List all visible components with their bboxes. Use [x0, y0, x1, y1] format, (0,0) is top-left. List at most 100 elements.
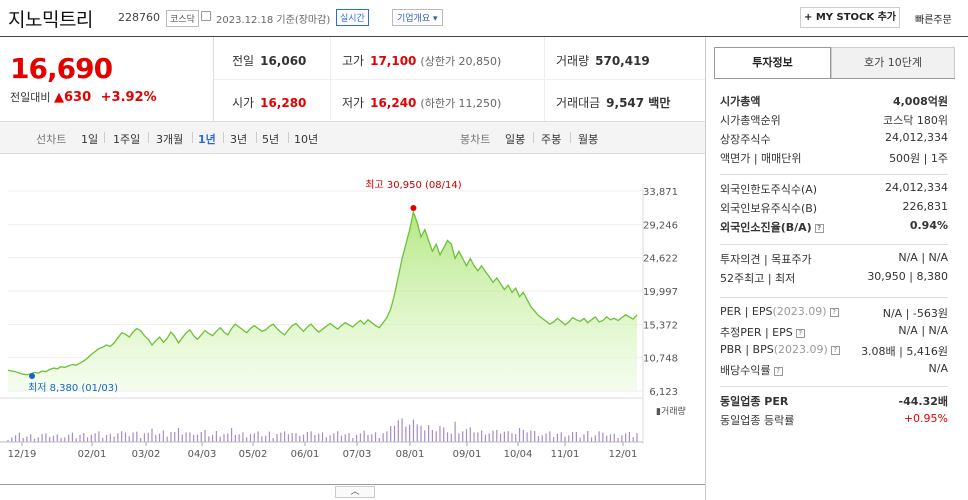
period-1d[interactable]: 1일	[81, 133, 99, 146]
volume-bar	[143, 433, 146, 442]
period-3y[interactable]: 3년	[230, 133, 248, 146]
price-chart-svg: 33,871 29,246 24,622 19,997 15,372 10,748 6,12…	[0, 179, 686, 460]
stock-header: 지노믹트리 228760 코스닥 2023.12.18 기준(장마감) 실시간 …	[0, 0, 968, 36]
tab-order-book[interactable]: 호가 10단계	[831, 47, 955, 79]
x-tick-label: 08/01	[396, 449, 425, 460]
candle-monthly[interactable]: 월봉	[578, 133, 599, 146]
divider	[720, 174, 948, 175]
volume-bar	[177, 428, 180, 442]
company-info-dropdown[interactable]: 기업개요 ▾	[392, 9, 443, 26]
volume-bar	[492, 430, 494, 442]
volume-bar	[314, 435, 316, 442]
volume-bar	[541, 435, 543, 442]
volume-bar	[431, 430, 433, 442]
volume-bar	[325, 437, 327, 442]
collapse-button[interactable]: ︿	[335, 486, 375, 498]
volume-bar	[462, 431, 464, 442]
info-value: 코스닥 180위	[883, 114, 948, 127]
volume-bar	[409, 424, 411, 442]
realtime-button[interactable]: 실시간	[336, 9, 369, 26]
volume-bar	[204, 430, 206, 442]
volume-bar	[386, 431, 388, 442]
candle-daily[interactable]: 일봉	[505, 133, 526, 146]
volume-bar	[583, 434, 585, 442]
volume-bar	[454, 421, 456, 442]
help-icon[interactable]: ?	[830, 346, 840, 355]
volume-bar	[280, 432, 282, 442]
period-3m[interactable]: 3개월	[156, 133, 184, 146]
volume-bar	[359, 433, 361, 442]
volume-bar	[378, 438, 380, 442]
volume-bar	[511, 433, 513, 442]
separator	[256, 132, 257, 143]
volume-bar	[575, 432, 577, 442]
period-1w[interactable]: 1주일	[113, 133, 141, 146]
stock-code: 228760	[118, 11, 160, 24]
volume-bar	[68, 434, 70, 442]
volume-bar	[363, 430, 365, 442]
volume-bar	[238, 434, 240, 442]
volume-bar	[401, 418, 403, 442]
volume-bar	[625, 433, 627, 442]
volume-bar	[405, 426, 407, 442]
volume-bar	[594, 435, 596, 442]
add-my-stock-button[interactable]: + MY STOCK 추가	[800, 7, 900, 28]
volume-bar	[162, 430, 164, 442]
divider	[0, 36, 968, 37]
volume-bar	[337, 431, 339, 442]
volume-bar	[60, 438, 62, 442]
tab-investment-info[interactable]: 투자정보	[714, 47, 831, 79]
period-1y[interactable]: 1년	[198, 133, 216, 146]
volume-bar	[484, 434, 487, 442]
info-value: 226,831	[902, 200, 949, 213]
high-annotation: 최고 30,950 (08/14)	[365, 179, 461, 191]
change-value: 630	[63, 90, 92, 105]
volume-bar	[507, 431, 509, 442]
info-value: +0.95%	[903, 412, 948, 425]
candle-weekly[interactable]: 주봉	[541, 133, 562, 146]
volume-bar	[170, 432, 172, 442]
volume-bar	[412, 419, 415, 442]
x-tick-label: 12/19	[8, 449, 37, 460]
quick-order-link[interactable]: 빠른주문	[915, 15, 952, 26]
volume-bar	[579, 437, 581, 442]
volume-bar	[306, 432, 308, 442]
help-icon[interactable]: ?	[829, 308, 839, 317]
volume-bar	[522, 430, 524, 442]
volume-bar	[518, 428, 521, 442]
help-icon[interactable]: ?	[814, 224, 824, 233]
info-label: 투자의견 | 목표주가	[720, 253, 812, 266]
volume-bar	[458, 433, 460, 442]
volume-bar	[246, 437, 248, 442]
volume-bar	[329, 435, 331, 442]
volume-bar	[344, 434, 346, 442]
volume-bar	[136, 431, 138, 442]
help-icon[interactable]: ?	[795, 329, 805, 338]
period-10y[interactable]: 10년	[294, 133, 319, 146]
volume-bar	[340, 435, 343, 442]
x-tick-label: 10/04	[504, 449, 533, 460]
help-icon[interactable]: ?	[773, 367, 783, 376]
volume-bar	[30, 434, 32, 442]
volume-bar	[321, 432, 324, 442]
info-note: (2023.09)	[773, 343, 828, 356]
period-5y[interactable]: 5년	[262, 133, 280, 146]
volume-bar	[560, 432, 562, 442]
volume-bar	[147, 432, 149, 442]
divider	[714, 78, 955, 79]
price-chart[interactable]: 33,871 29,246 24,622 19,997 15,372 10,748 6,12…	[0, 154, 705, 484]
volume-bar	[18, 432, 20, 442]
volume-bar	[223, 434, 225, 442]
volume-bar	[45, 433, 47, 442]
volume-bar	[155, 435, 157, 442]
volume-bar	[348, 433, 350, 442]
volume-bar	[636, 433, 638, 442]
volume-bar	[14, 435, 17, 442]
calendar-icon	[201, 11, 211, 21]
volume-bar	[98, 431, 100, 442]
volume-bar	[272, 438, 274, 442]
volume-bar	[439, 426, 441, 442]
stock-name: 지노믹트리	[8, 9, 93, 31]
volume-bar	[253, 433, 255, 442]
volume-bar	[11, 437, 13, 442]
